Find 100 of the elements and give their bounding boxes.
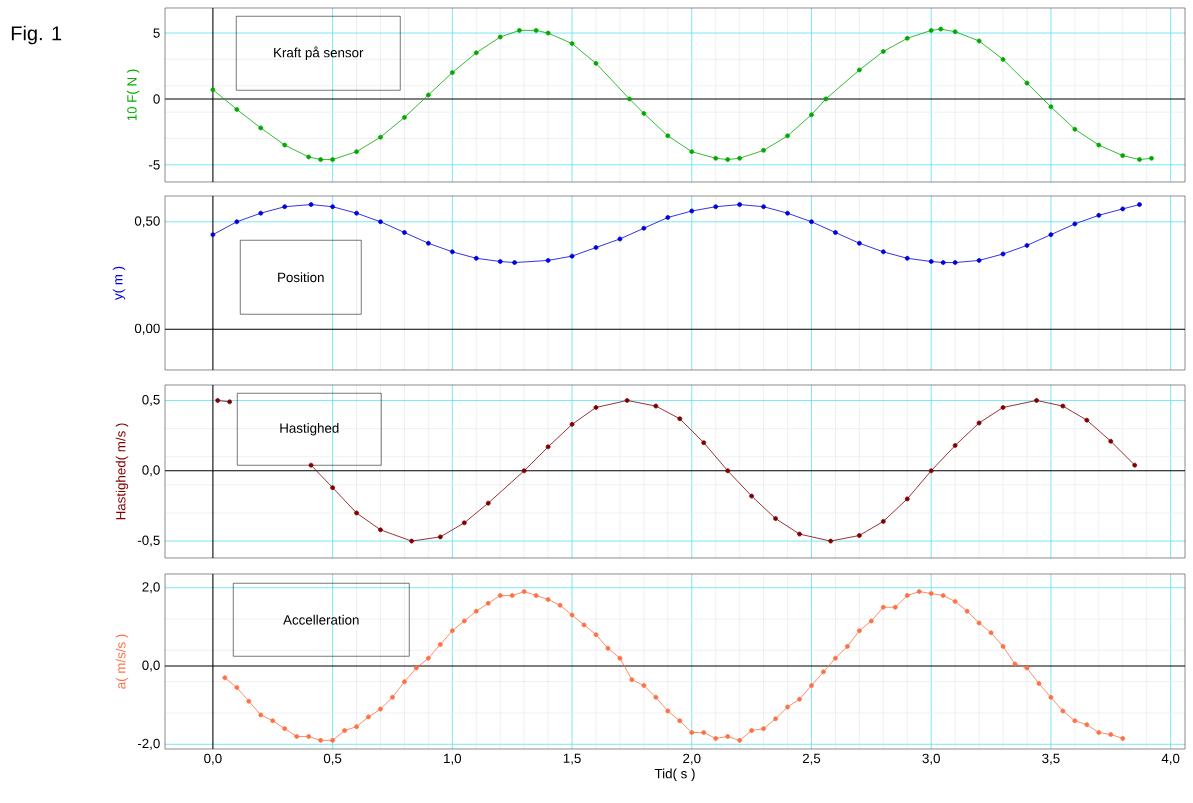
y-axis-title: Hastighed( m/s ) bbox=[115, 423, 129, 520]
y-tick-label: -5 bbox=[149, 160, 160, 170]
point bbox=[653, 403, 659, 409]
point bbox=[210, 87, 216, 93]
point bbox=[1137, 202, 1142, 207]
caption: Fig. 1 bbox=[11, 25, 62, 45]
point bbox=[976, 420, 982, 426]
point bbox=[533, 28, 539, 33]
point bbox=[677, 416, 683, 422]
point bbox=[516, 28, 522, 33]
x-axis-title: Tid( s ) bbox=[654, 768, 695, 781]
point bbox=[976, 38, 982, 44]
point bbox=[1034, 398, 1039, 403]
point bbox=[624, 398, 630, 403]
point bbox=[308, 202, 314, 207]
point bbox=[593, 60, 599, 66]
point bbox=[904, 35, 910, 41]
y-tick-label: -0,5 bbox=[137, 535, 160, 547]
point bbox=[725, 468, 731, 474]
point bbox=[354, 510, 359, 516]
point bbox=[1120, 206, 1126, 212]
point bbox=[856, 240, 862, 246]
point bbox=[1024, 242, 1030, 248]
point bbox=[1000, 405, 1006, 410]
point bbox=[928, 259, 934, 264]
point bbox=[282, 204, 288, 210]
x-tick-label: 3,5 bbox=[1042, 753, 1060, 765]
point bbox=[234, 107, 240, 112]
point bbox=[1108, 438, 1114, 444]
point bbox=[928, 468, 934, 474]
point bbox=[545, 258, 551, 263]
point bbox=[1149, 155, 1154, 161]
point bbox=[737, 155, 743, 161]
point bbox=[318, 157, 324, 162]
point bbox=[227, 399, 233, 405]
point bbox=[258, 210, 264, 216]
point bbox=[461, 520, 467, 526]
point bbox=[641, 111, 647, 116]
point bbox=[545, 30, 551, 36]
x-tick-label: 2,5 bbox=[802, 753, 821, 765]
point bbox=[485, 500, 491, 506]
point bbox=[282, 142, 288, 148]
point bbox=[856, 533, 862, 538]
x-tick-label: 1,5 bbox=[563, 753, 581, 765]
point bbox=[856, 67, 862, 73]
point bbox=[1024, 80, 1030, 86]
point bbox=[749, 493, 755, 499]
text: Position bbox=[278, 272, 324, 283]
point bbox=[330, 204, 336, 210]
point bbox=[569, 253, 575, 259]
point bbox=[378, 527, 383, 533]
point bbox=[761, 204, 766, 210]
point bbox=[665, 215, 671, 220]
point bbox=[689, 149, 695, 155]
point bbox=[641, 225, 647, 231]
y-tick-label: 0 bbox=[153, 94, 160, 104]
text: Accelleration bbox=[283, 614, 359, 625]
point bbox=[952, 443, 958, 448]
point bbox=[402, 230, 407, 235]
point bbox=[1137, 157, 1142, 162]
point bbox=[689, 208, 695, 214]
point bbox=[761, 147, 766, 153]
point bbox=[521, 468, 527, 474]
point bbox=[797, 531, 802, 537]
point bbox=[354, 210, 359, 216]
point bbox=[437, 534, 443, 540]
point bbox=[713, 155, 719, 161]
point bbox=[210, 232, 216, 238]
point bbox=[701, 440, 707, 446]
point bbox=[617, 236, 623, 242]
point bbox=[402, 115, 407, 120]
point bbox=[938, 26, 944, 32]
point bbox=[976, 258, 982, 263]
point bbox=[1096, 212, 1102, 218]
point bbox=[306, 154, 312, 160]
point bbox=[785, 133, 790, 139]
point bbox=[425, 92, 431, 98]
point bbox=[952, 29, 958, 35]
y-axis-title: y( m ) bbox=[112, 266, 126, 300]
text: Hastighed bbox=[280, 423, 339, 436]
point bbox=[880, 519, 886, 524]
point bbox=[1120, 153, 1126, 159]
point bbox=[773, 516, 778, 521]
y-tick-label: 0,5 bbox=[142, 394, 160, 406]
point bbox=[828, 538, 834, 544]
point bbox=[880, 249, 886, 255]
point bbox=[545, 444, 551, 450]
y-tick-label: 0,00 bbox=[134, 323, 160, 335]
point bbox=[569, 421, 575, 427]
x-tick-label: 0,5 bbox=[323, 753, 342, 765]
point bbox=[497, 259, 503, 264]
point bbox=[940, 260, 946, 265]
point bbox=[354, 149, 359, 155]
point bbox=[904, 496, 910, 502]
point bbox=[952, 260, 958, 265]
point bbox=[330, 485, 336, 491]
point bbox=[904, 255, 910, 261]
point bbox=[473, 50, 479, 56]
y-tick-label: -2,0 bbox=[137, 738, 160, 750]
point bbox=[737, 202, 743, 207]
